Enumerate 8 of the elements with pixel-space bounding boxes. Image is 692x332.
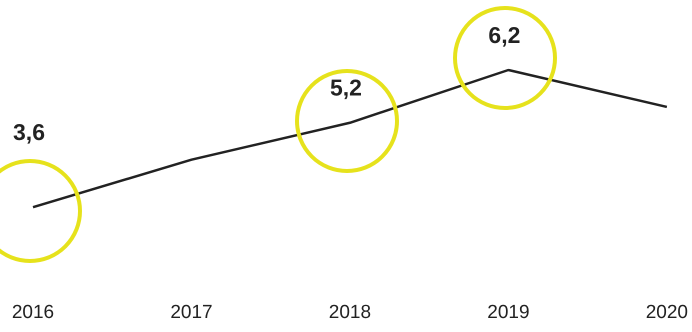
data-label: 6,2 [488, 22, 520, 48]
x-tick-label: 2019 [487, 302, 530, 323]
x-tick-label: 2016 [12, 302, 54, 323]
data-label: 5,2 [330, 74, 362, 101]
x-tick-label: 2017 [170, 302, 213, 323]
x-tick-label: 2018 [328, 302, 372, 323]
data-label: 3,6 [13, 119, 45, 146]
x-tick-label: 2020 [646, 302, 688, 323]
